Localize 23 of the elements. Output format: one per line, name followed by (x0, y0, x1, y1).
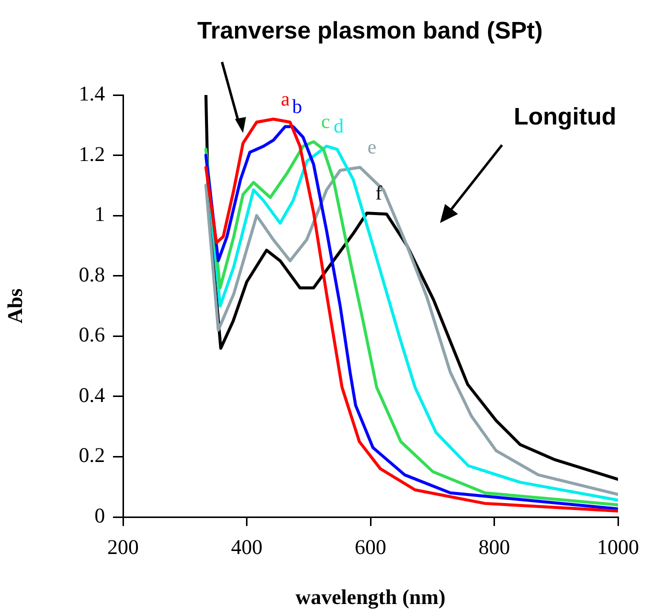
y-tick-label: 0.8 (78, 262, 105, 286)
annotation: Longitud (514, 104, 616, 131)
x-axis-title: wavelength (nm) (296, 584, 446, 609)
x-tick-label: 1000 (597, 535, 639, 560)
y-tick-label: 0 (94, 504, 105, 528)
y-tick-label: 0.6 (78, 322, 105, 347)
text: Tranverse plasmon band (SPt) (197, 18, 543, 45)
series-label: c (321, 110, 330, 133)
x-tick-label: 200 (107, 535, 139, 560)
series-label: e (368, 136, 377, 159)
series-label: f (375, 182, 382, 204)
x-tick-label: 400 (231, 535, 262, 560)
y-tick-label: 1 (94, 202, 105, 226)
x-tick-label: 600 (354, 535, 386, 560)
series-label: a (280, 88, 290, 110)
y-axis-title: Abs (3, 288, 28, 324)
series-label: d (334, 115, 344, 138)
series-label: b (292, 96, 302, 118)
y-tick-label: 0.2 (78, 443, 105, 468)
y-tick-label: 1.2 (78, 142, 105, 166)
y-tick-label: 0.4 (78, 382, 106, 407)
x-tick-label: 800 (478, 535, 510, 560)
y-tick-label: 1.4 (78, 82, 106, 106)
